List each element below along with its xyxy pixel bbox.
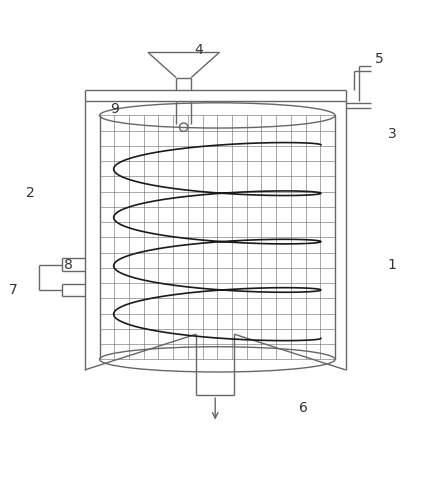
Text: 3: 3: [387, 127, 396, 141]
Text: 7: 7: [9, 283, 18, 297]
Text: 6: 6: [299, 401, 308, 415]
Text: 8: 8: [64, 258, 73, 272]
Text: 9: 9: [110, 102, 119, 116]
Text: 2: 2: [26, 186, 35, 200]
Text: 1: 1: [387, 258, 396, 272]
Text: 5: 5: [375, 52, 384, 66]
Text: 4: 4: [194, 43, 203, 57]
